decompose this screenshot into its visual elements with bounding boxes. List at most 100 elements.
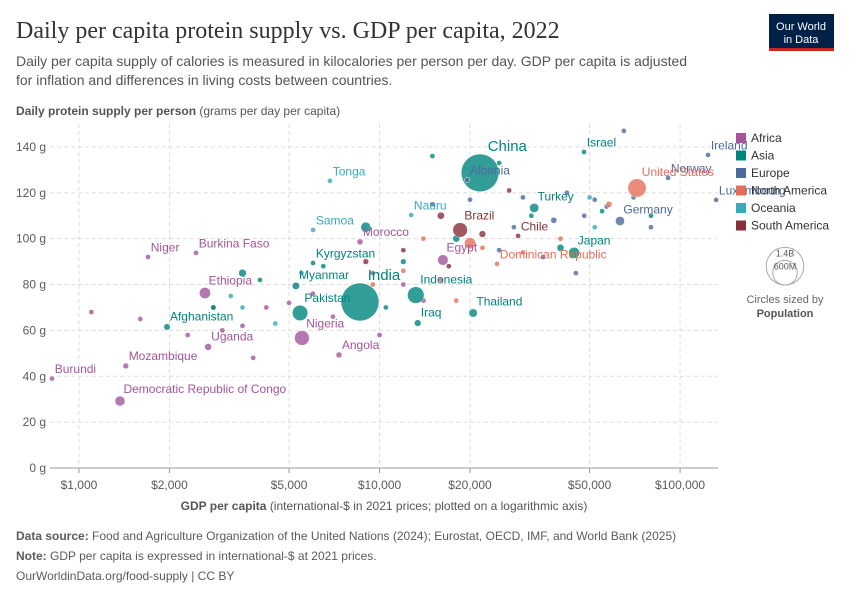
data-point[interactable] [511,224,517,231]
data-point[interactable] [591,224,598,231]
data-point[interactable] [250,355,257,361]
data-point[interactable] [599,208,605,214]
data-point[interactable] [227,293,234,299]
data-point[interactable] [573,270,579,276]
data-point[interactable] [400,258,407,265]
data-point[interactable] [376,332,383,338]
data-point[interactable] [210,304,217,311]
data-point[interactable] [520,249,526,256]
data-point[interactable] [356,238,364,246]
legend-label[interactable]: Africa [751,131,782,145]
data-point[interactable] [239,304,246,311]
data-point[interactable] [420,235,427,242]
data-point[interactable] [591,196,598,203]
data-point[interactable] [407,286,425,304]
data-point[interactable] [327,178,333,184]
data-point[interactable] [310,227,316,233]
data-point[interactable] [122,362,129,370]
data-point[interactable] [272,320,279,327]
data-point[interactable] [540,254,546,260]
data-point[interactable] [556,244,565,252]
data-point[interactable] [310,260,316,266]
data-point[interactable] [557,235,564,242]
data-point[interactable] [621,128,627,134]
data-point[interactable] [506,187,513,194]
data-point[interactable] [496,160,502,166]
data-point[interactable] [383,304,389,311]
data-point[interactable] [88,309,95,315]
data-point[interactable] [292,304,309,322]
data-point[interactable] [437,211,445,220]
data-point[interactable] [163,323,171,331]
data-point[interactable] [648,224,654,231]
data-point[interactable] [550,216,558,224]
data-point[interactable] [445,263,452,270]
data-point[interactable] [204,343,212,351]
data-point[interactable] [286,300,292,306]
data-point[interactable] [605,200,613,208]
data-point[interactable] [581,212,588,219]
data-point[interactable] [438,277,444,283]
data-point[interactable] [528,212,535,219]
data-point[interactable] [291,281,300,290]
data-point[interactable] [627,178,647,198]
data-point[interactable] [263,304,270,311]
legend-label[interactable]: Europe [751,166,790,180]
data-point[interactable] [400,247,407,253]
data-point[interactable] [219,327,226,334]
data-point[interactable] [429,201,436,208]
data-point[interactable] [464,177,470,183]
data-point[interactable] [520,194,526,201]
data-point[interactable] [713,197,719,203]
data-point[interactable] [460,153,500,192]
data-point[interactable] [199,287,211,299]
data-point[interactable] [369,270,376,276]
legend-label[interactable]: North America [751,184,827,198]
data-point[interactable] [452,222,468,238]
data-point[interactable] [665,175,671,181]
data-point[interactable] [478,230,487,238]
footer-link[interactable]: OurWorldinData.org/food-supply | CC BY [16,569,234,583]
data-point[interactable] [320,263,327,270]
data-point[interactable] [464,237,476,250]
data-point[interactable] [137,316,144,322]
data-point[interactable] [184,332,191,338]
data-point[interactable] [335,351,343,359]
data-point[interactable] [648,212,654,219]
data-point[interactable] [49,375,55,382]
data-point[interactable] [238,268,247,278]
data-point[interactable] [360,221,372,233]
data-point[interactable] [193,250,199,256]
data-point[interactable] [429,153,436,159]
data-point[interactable] [494,261,500,267]
data-point[interactable] [581,149,587,155]
data-point[interactable] [257,277,263,283]
data-point[interactable] [586,194,593,201]
data-point[interactable] [568,247,580,259]
data-point[interactable] [515,233,521,239]
data-point[interactable] [414,319,422,327]
legend-label[interactable]: Asia [751,149,775,163]
data-point[interactable] [114,395,126,407]
data-point[interactable] [400,267,407,274]
data-point[interactable] [369,281,376,288]
data-point[interactable] [408,212,414,218]
data-point[interactable] [705,152,711,158]
data-point[interactable] [340,282,380,322]
data-point[interactable] [294,330,310,346]
data-point[interactable] [437,254,449,266]
data-point[interactable] [330,313,336,320]
legend-label[interactable]: Oceania [751,201,796,215]
data-point[interactable] [467,196,473,203]
data-point[interactable] [309,290,316,297]
data-point[interactable] [145,254,151,260]
data-point[interactable] [298,270,305,276]
data-point[interactable] [362,258,369,265]
legend-label[interactable]: South America [751,219,829,233]
data-point[interactable] [479,244,486,251]
data-point[interactable] [615,216,625,226]
logo[interactable]: Our World in Data [769,14,834,51]
data-point[interactable] [564,189,570,196]
data-point[interactable] [239,322,246,329]
data-point[interactable] [529,203,540,213]
